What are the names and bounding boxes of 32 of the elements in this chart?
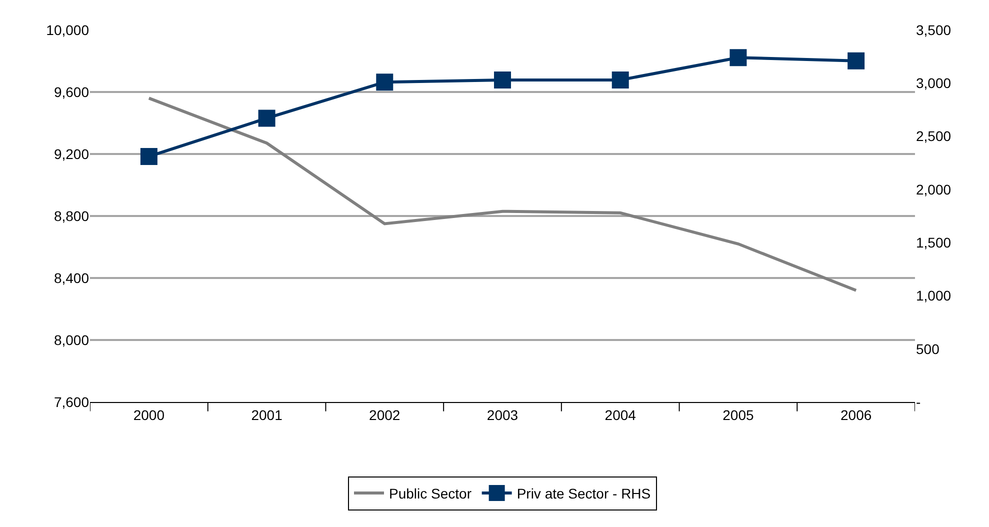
line-series [147,96,858,292]
y2-tick-label: 1,500 [916,234,952,250]
y2-tick-label: 2,000 [916,181,952,198]
y-tick-label: 9,200 [54,146,90,162]
y-tick-label: 8,400 [54,270,90,286]
legend-label: Priv ate Sector - RHS [516,485,651,502]
y-tick-label: 7,600 [54,394,90,410]
point [140,148,158,165]
y2-tick-label: 2,500 [916,128,952,144]
legend-label: Public Sector [389,485,472,502]
point [258,110,276,127]
point [494,71,511,88]
x-tick-label: 2002 [369,406,400,423]
y-tick-label: 8,800 [54,208,90,224]
y-tick-label: 10,000 [46,22,90,38]
x-tick-label: 2001 [251,406,283,423]
x-tick-label: 2004 [604,406,636,423]
x-tick-label: 2006 [840,406,872,423]
y2-tick-label: 3,000 [916,75,952,92]
point [848,52,865,70]
point [376,74,394,91]
x-tick-label: 2000 [133,406,165,423]
point [730,49,747,66]
y2-tick-label: 1,000 [916,288,952,304]
y2-tick-label: - [916,394,921,410]
y2-tick-label: 3,500 [916,22,952,38]
y-tick-label: 8,000 [54,332,90,348]
point [612,71,629,88]
x-tick-label: 2005 [722,406,754,423]
x-tick-label: 2003 [486,406,518,423]
y-tick-label: 9,600 [54,84,90,100]
y2-tick-label: 500 [916,340,940,357]
